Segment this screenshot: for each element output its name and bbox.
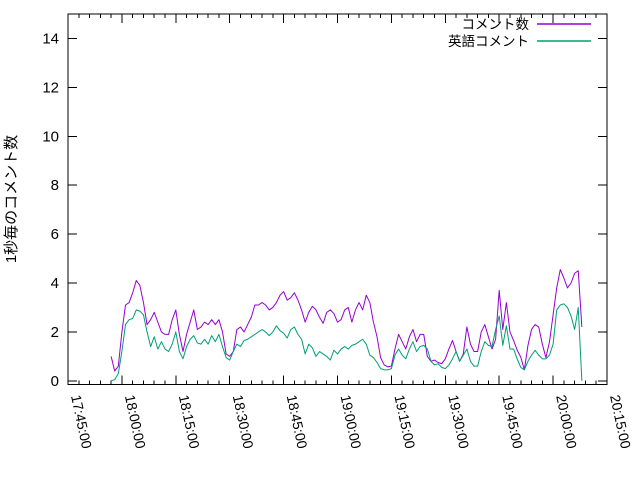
y-tick-label: 12: [42, 79, 59, 96]
x-tick-label: 19:15:00: [391, 393, 418, 450]
x-tick-label: 19:30:00: [445, 393, 472, 450]
y-tick-label: 2: [51, 324, 59, 341]
series-line-comments: [110, 269, 583, 372]
y-tick-label: 0: [51, 373, 59, 390]
x-tick-label: 18:15:00: [176, 393, 203, 450]
plot-border: [67, 13, 608, 385]
series: [110, 269, 583, 382]
y-tick-label: 6: [51, 226, 59, 243]
y-tick-labels: 0 2 4 6 8 10 12 14: [42, 30, 59, 389]
axes: [67, 13, 608, 385]
y-tick-label: 4: [51, 275, 59, 292]
x-tick-label: 20:15:00: [607, 393, 634, 450]
series-line-english-comments: [110, 303, 583, 382]
legend-label-english-comments: 英語コメント: [448, 33, 529, 49]
x-tick-label: 18:00:00: [122, 393, 149, 450]
legend-label-comments: コメント数: [462, 17, 530, 32]
x-tick-label: 19:00:00: [338, 393, 365, 450]
x-tick-label: 20:00:00: [553, 393, 580, 450]
y-tick-label: 14: [42, 30, 59, 47]
x-tick-label: 17:45:00: [68, 393, 95, 450]
x-tick-label: 18:45:00: [284, 393, 311, 450]
legend: コメント数 英語コメント: [448, 17, 591, 49]
x-tick-labels: 17:45:00 18:00:00 18:15:00 18:30:00 18:45:00…: [68, 393, 634, 450]
y-tick-label: 10: [42, 128, 59, 145]
y-tick-label: 8: [51, 177, 59, 194]
x-tick-label: 18:30:00: [230, 393, 257, 450]
x-tick-label: 19:45:00: [499, 393, 526, 450]
y-axis-title: 1秒毎のコメント数: [3, 135, 20, 263]
